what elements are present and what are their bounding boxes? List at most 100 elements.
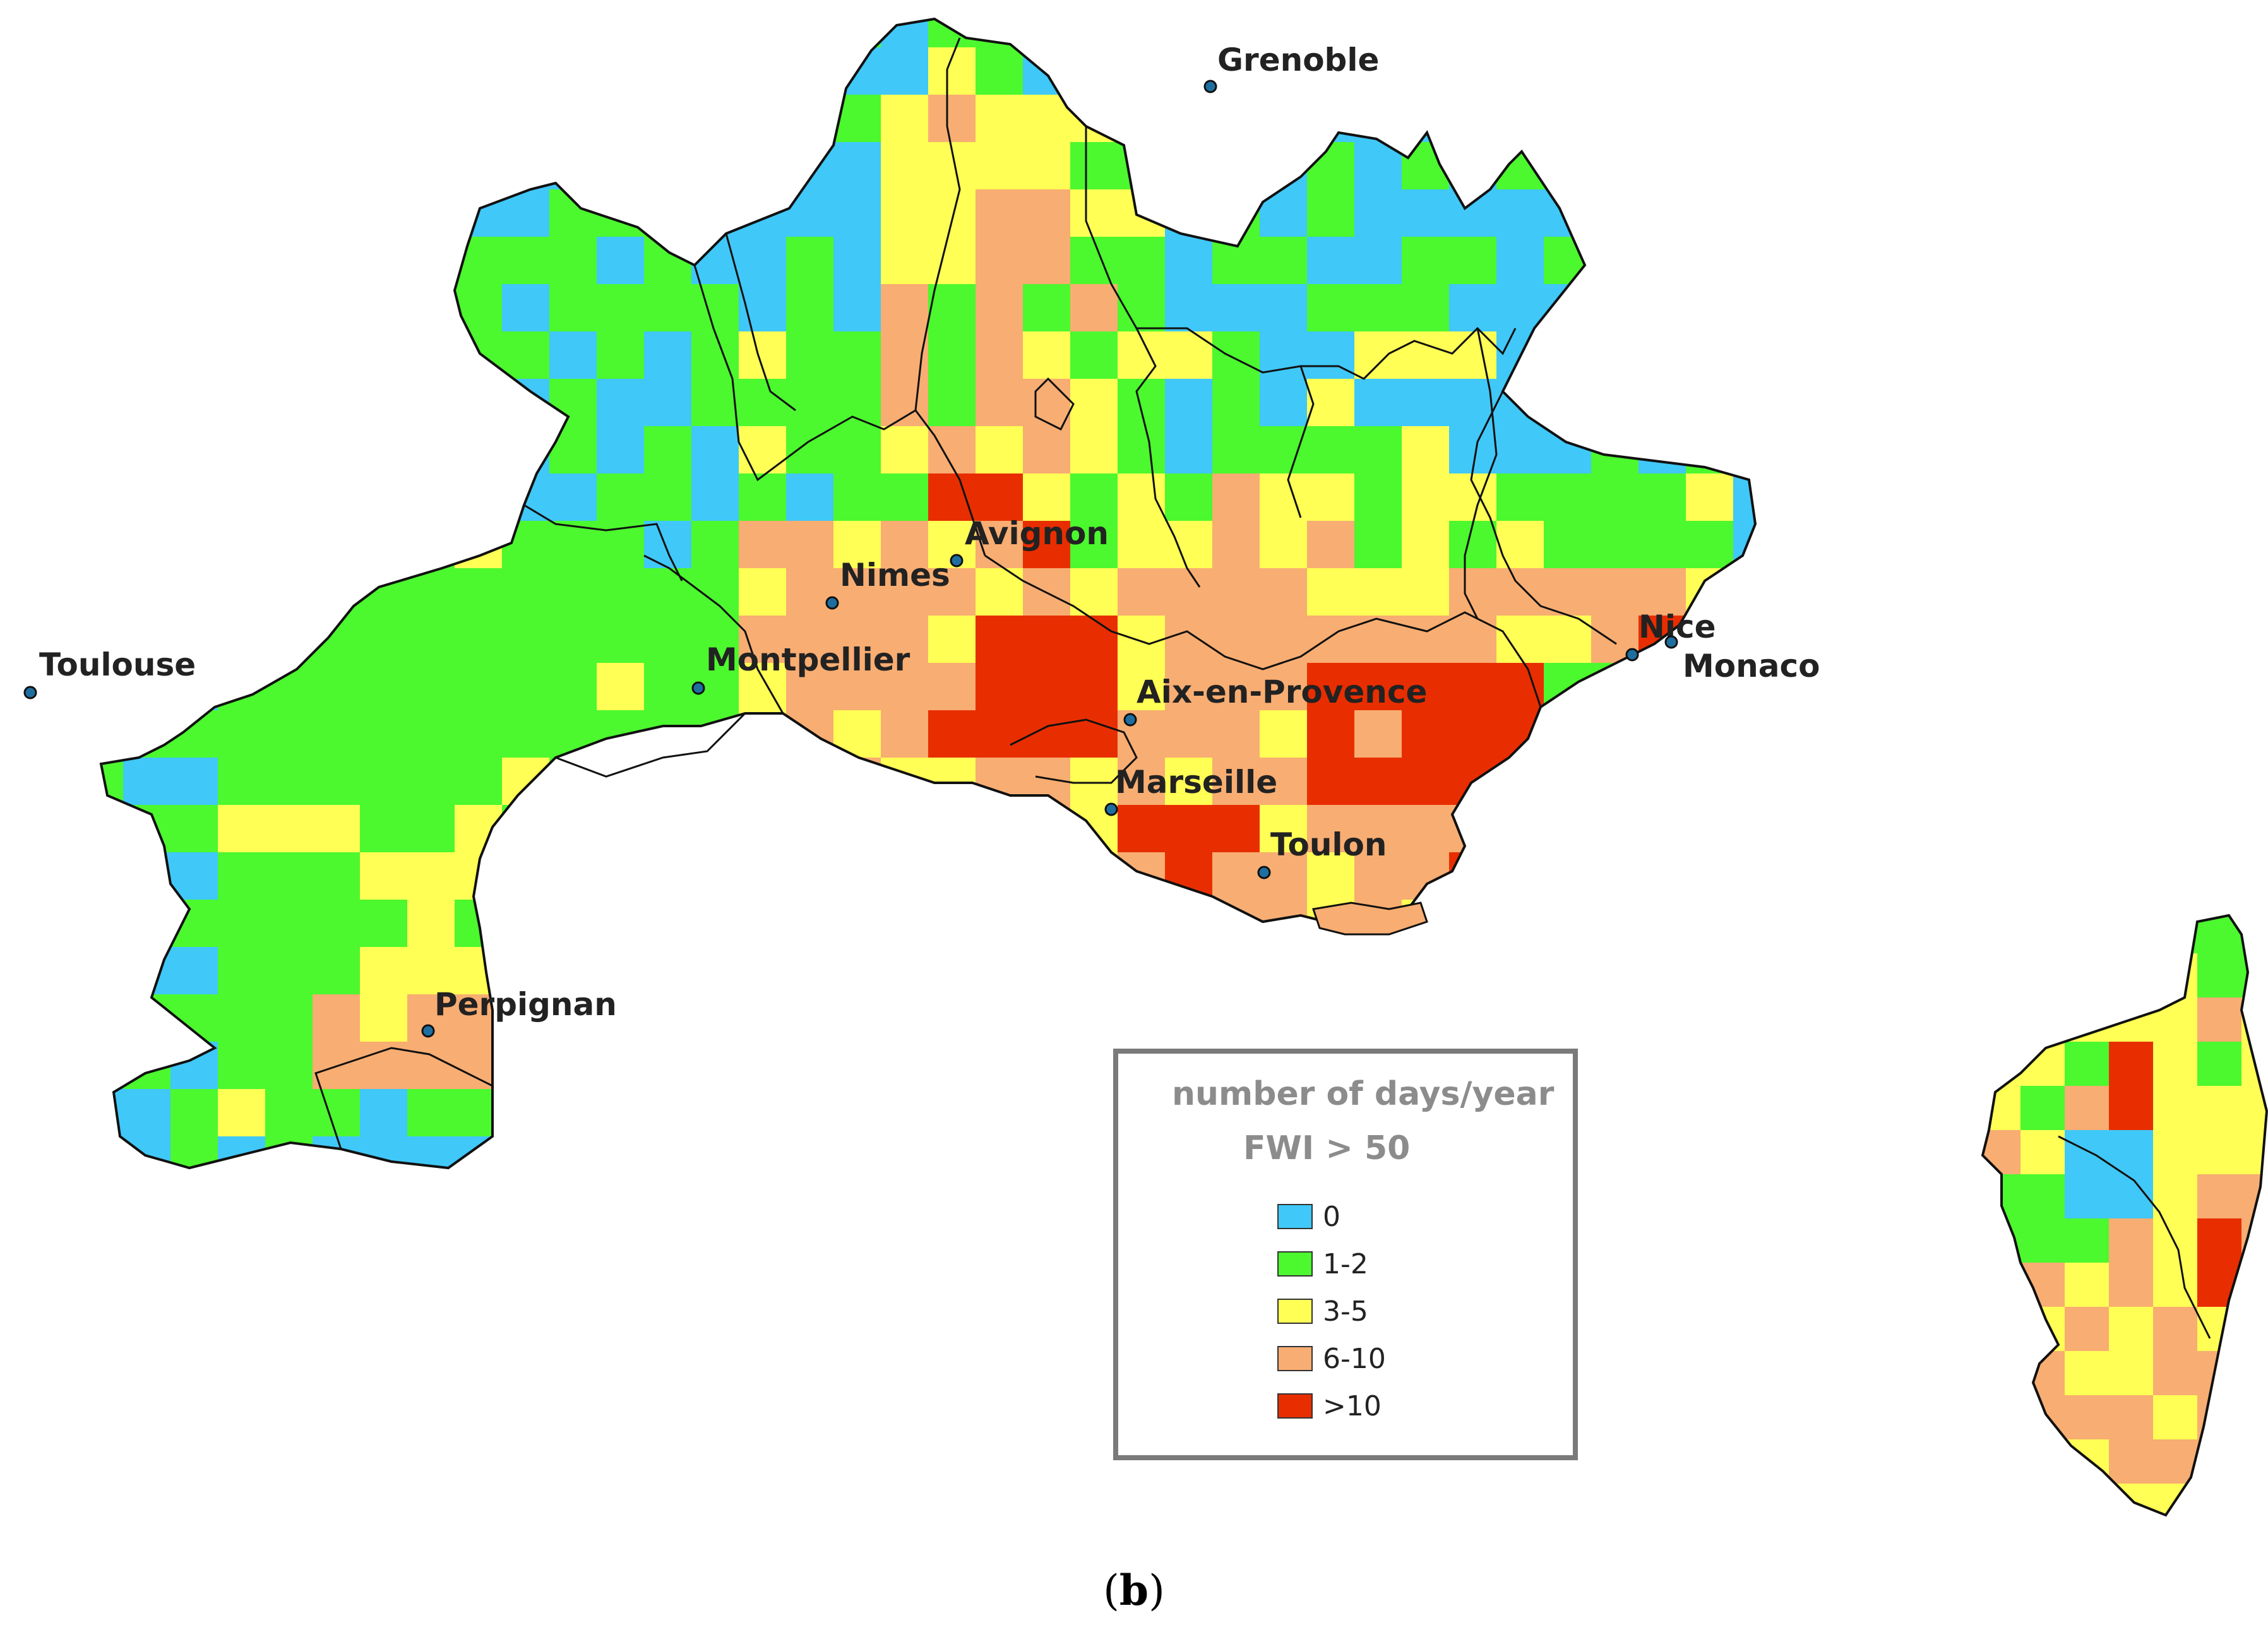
raster-cell: [1260, 19, 1307, 47]
raster-cell: [786, 568, 833, 616]
raster-cell: [691, 568, 739, 616]
raster-cell: [881, 95, 928, 142]
raster-cell: [1686, 710, 1733, 758]
raster-cell: [1307, 237, 1354, 284]
raster-cell: [1165, 19, 1212, 47]
raster-cell: [313, 710, 360, 758]
raster-cell: [123, 331, 170, 379]
raster-cell: [881, 805, 928, 852]
raster-cell: [644, 1136, 691, 1168]
raster-cell: [123, 758, 170, 805]
island-hyeres: [1312, 902, 1428, 936]
raster-cell: [2241, 1395, 2267, 1439]
raster-cell: [1212, 663, 1260, 710]
raster-cell: [833, 284, 881, 331]
raster-cell: [360, 189, 407, 237]
raster-cell: [455, 473, 502, 521]
raster-cell: [2153, 1484, 2197, 1515]
raster-cell: [2153, 915, 2197, 953]
raster-cell: [502, 379, 549, 426]
raster-cell: [1638, 95, 1686, 142]
raster-cell: [1402, 331, 1449, 379]
raster-cell: [976, 710, 1023, 758]
raster-cell: [360, 521, 407, 568]
raster-cell: [1307, 758, 1354, 805]
raster-cell: [360, 805, 407, 852]
raster-cell: [1686, 331, 1733, 379]
raster-cell: [2020, 1439, 2065, 1484]
raster-cell: [407, 1042, 455, 1089]
raster-cell: [739, 1184, 786, 1231]
city-label-monaco: Monaco: [1683, 648, 1820, 684]
raster-cell: [360, 1089, 407, 1136]
raster-cell: [928, 994, 976, 1042]
raster-cell: [502, 852, 549, 900]
raster-cell: [691, 1042, 739, 1089]
raster-cell: [976, 47, 1023, 95]
raster-cell: [976, 1136, 1023, 1168]
raster-cell: [101, 189, 123, 237]
raster-cell: [739, 47, 786, 95]
raster-cell: [1070, 1042, 1118, 1089]
raster-cell: [1983, 1484, 2020, 1515]
raster-cell: [1638, 379, 1686, 426]
raster-cell: [1118, 237, 1165, 284]
raster-cell: [1354, 710, 1402, 758]
raster-cell: [101, 284, 123, 331]
raster-cell: [101, 805, 123, 852]
raster-cell: [123, 521, 170, 568]
raster-cell: [1165, 331, 1212, 379]
raster-cell: [2153, 1130, 2197, 1174]
raster-cell: [928, 1184, 976, 1231]
raster-cell: [739, 379, 786, 426]
raster-cell: [1070, 379, 1118, 426]
raster-cell: [1449, 331, 1496, 379]
raster-cell: [101, 19, 123, 47]
raster-cell: [691, 19, 739, 47]
raster-cell: [1638, 994, 1686, 1042]
raster-cell: [1260, 237, 1307, 284]
raster-cell: [549, 616, 597, 663]
raster-cell: [1023, 994, 1070, 1042]
legend-swatch-3: [1277, 1346, 1313, 1371]
raster-cell: [549, 379, 597, 426]
raster-cell: [1591, 852, 1638, 900]
city-label-avignon: Avignon: [965, 515, 1109, 552]
raster-cell: [123, 237, 170, 284]
raster-cell: [1260, 710, 1307, 758]
raster-cell: [1449, 663, 1496, 710]
raster-cell: [1449, 805, 1496, 852]
raster-cell: [2241, 1086, 2267, 1130]
raster-cell: [739, 473, 786, 521]
raster-cell: [739, 1042, 786, 1089]
raster-cell: [1260, 95, 1307, 142]
raster-cell: [360, 852, 407, 900]
city-dot-monaco: [1664, 635, 1678, 649]
raster-cell: [928, 473, 976, 521]
raster-cell: [2020, 1130, 2065, 1174]
raster-cell: [2241, 997, 2267, 1042]
raster-cell: [1118, 994, 1165, 1042]
raster-cell: [549, 95, 597, 142]
raster-cell: [1686, 379, 1733, 426]
raster-cell: [313, 426, 360, 473]
raster-cell: [549, 1042, 597, 1089]
raster-cell: [1983, 1174, 2020, 1218]
raster-cell: [1023, 379, 1070, 426]
raster-cell: [1449, 142, 1496, 189]
raster-cell: [360, 568, 407, 616]
raster-cell: [123, 1089, 170, 1136]
raster-cell: [928, 1042, 976, 1089]
raster-cell: [313, 852, 360, 900]
raster-cell: [360, 473, 407, 521]
legend-swatch-1: [1277, 1251, 1313, 1277]
raster-cell: [1544, 95, 1591, 142]
raster-cell: [1686, 1184, 1733, 1231]
raster-cell: [265, 47, 313, 95]
raster-cell: [881, 1042, 928, 1089]
raster-cell: [1496, 47, 1544, 95]
raster-cell: [123, 47, 170, 95]
raster-cell: [218, 710, 265, 758]
raster-cell: [644, 379, 691, 426]
raster-cell: [881, 758, 928, 805]
